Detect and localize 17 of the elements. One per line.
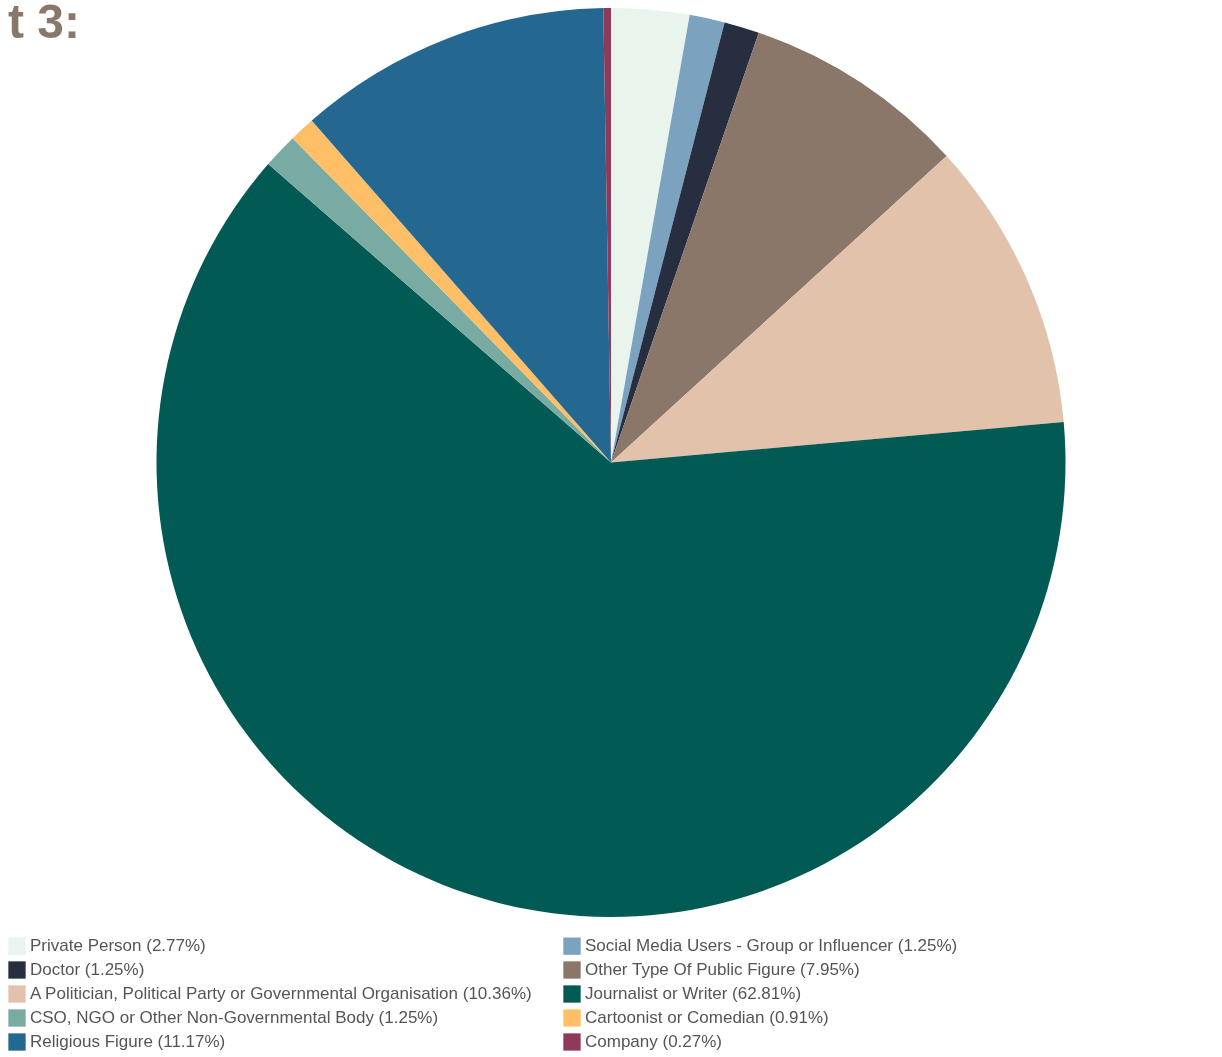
pie-slice — [611, 14, 725, 463]
legend-label: Religious Figure (11.17%) — [30, 1032, 226, 1051]
chart-title: t 3: — [8, 0, 80, 48]
pie-slice — [611, 8, 690, 463]
legend-label: Social Media Users - Group or Influencer (1.25%) — [585, 936, 958, 956]
pie-slice — [611, 32, 947, 463]
legend-label: A Politician, Political Party or Governmental Organisation (10.36%) — [30, 984, 532, 1003]
legend-label: Cartoonist or Comedian (0.91%) — [585, 1008, 829, 1027]
legend-label: Private Person (2.77%) — [30, 936, 206, 956]
legend-label: CSO, NGO or Other Non-Governmental Body (1.25%) — [30, 1008, 439, 1027]
legend-label: Company (0.27%) — [585, 1032, 723, 1051]
pie-slice — [611, 156, 1064, 463]
pie-slice — [157, 164, 1066, 917]
legend-label: Journalist or Writer (62.81%) — [585, 984, 802, 1003]
legend-label: Doctor (1.25%) — [30, 960, 145, 979]
legend-label: Other Type Of Public Figure (7.95%) — [585, 960, 860, 979]
pie-slice — [311, 8, 611, 463]
